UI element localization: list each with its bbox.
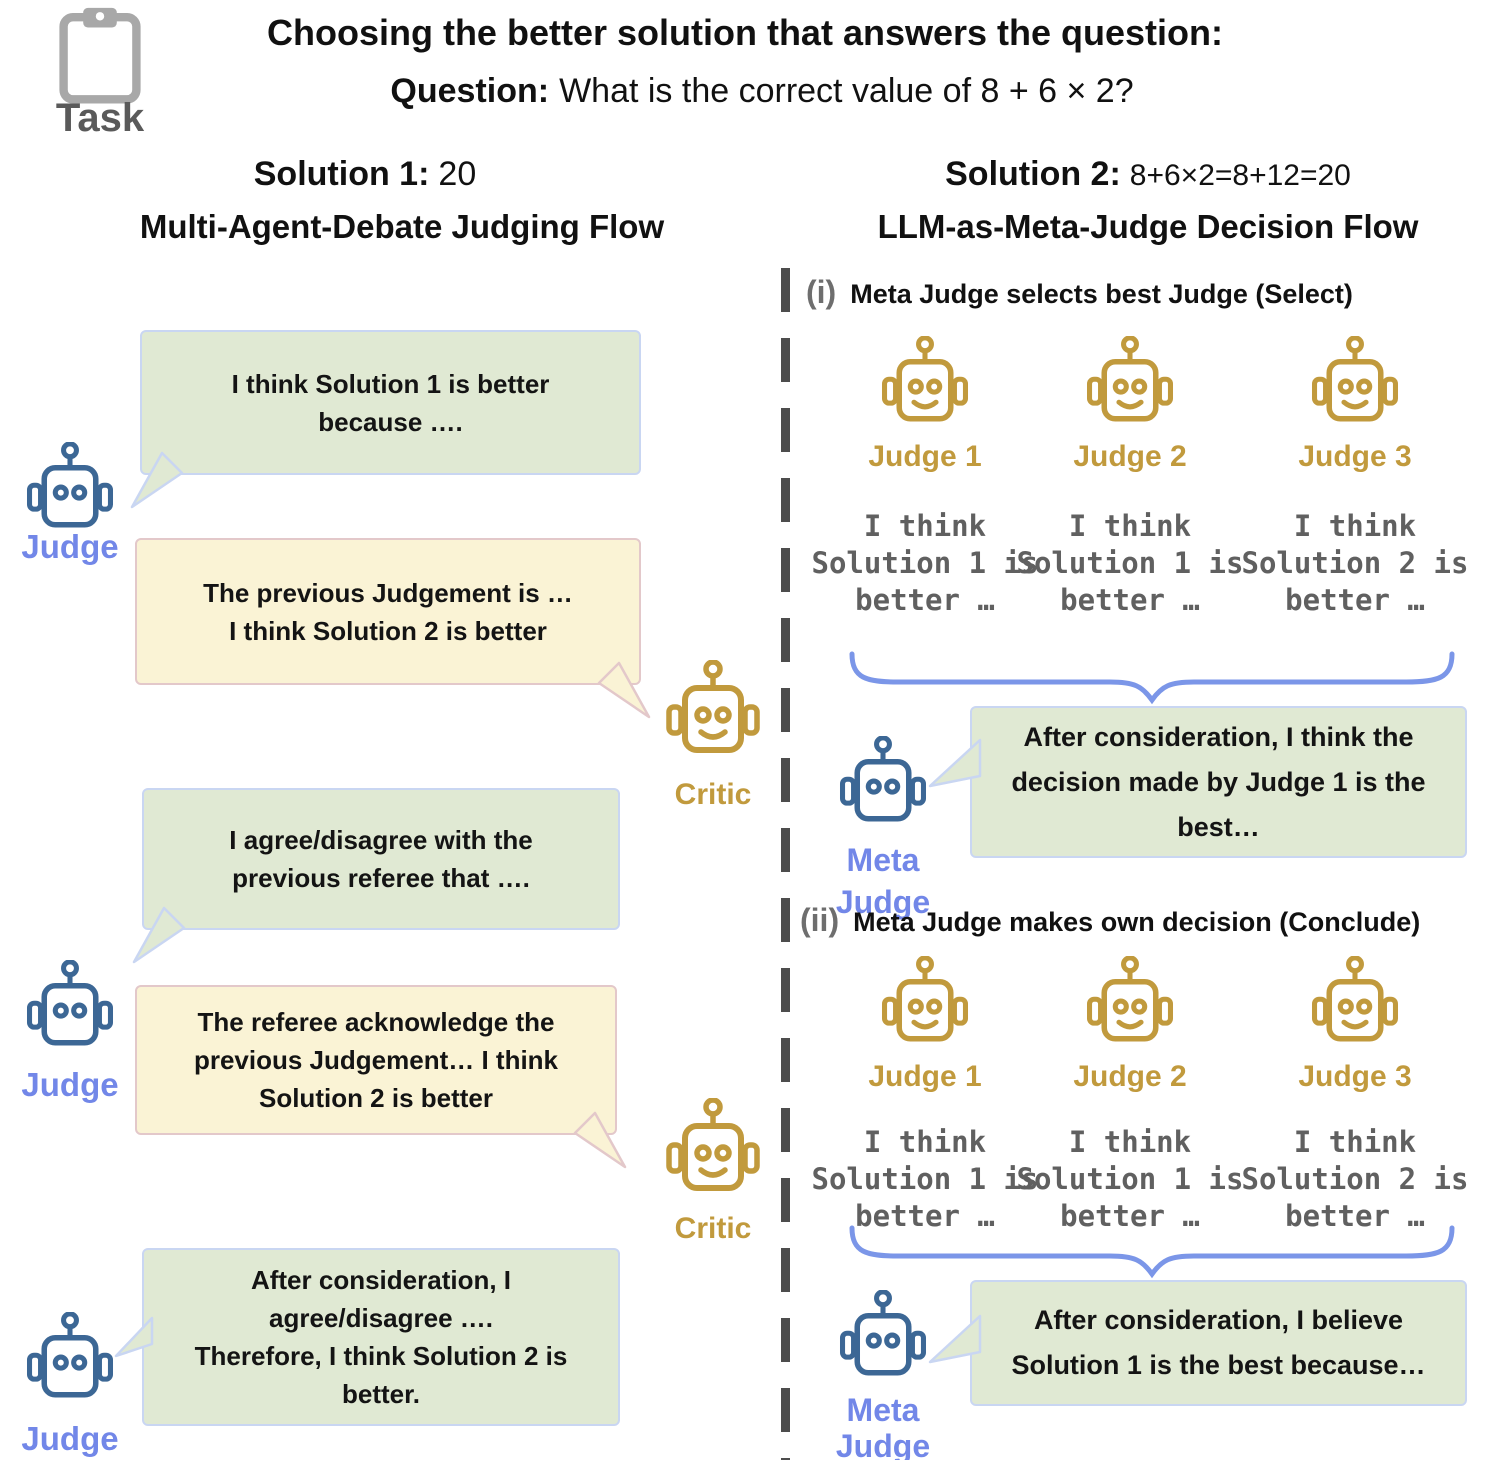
bubble-tail-icon	[114, 1316, 154, 1358]
solution-1-header: Solution 1: 20	[254, 155, 476, 194]
bubble-line: because ….	[318, 406, 463, 437]
judge-robot-icon	[24, 960, 116, 1061]
debate-bubble-2: The previous Judgement is … I think Solu…	[135, 538, 651, 719]
bubble-tail-icon	[573, 1111, 627, 1169]
judge-robot-icon	[24, 1312, 116, 1413]
solution-2-value: 8+6×2=8+12=20	[1129, 159, 1351, 192]
bubble-line: better.	[341, 1379, 421, 1409]
critic-label: Critic	[674, 1212, 752, 1245]
meta-judge-label-line1: Meta	[846, 1392, 920, 1428]
question-label: Question:	[390, 72, 550, 110]
solution-1-value: 20	[438, 155, 477, 193]
bubble-line: After consideration, I think the	[1023, 721, 1414, 752]
judge-1-quote: I think Solution 1 is better …	[811, 1125, 1039, 1233]
judge-1-robot-icon	[879, 956, 971, 1057]
question-line: Question: What is the correct value of 8 …	[390, 72, 1133, 111]
bubble-tail-icon	[132, 906, 186, 964]
bubble-line: decision made by Judge 1 is the	[1011, 766, 1426, 797]
section-i-index: (i)	[806, 274, 837, 310]
judge-2-quote: I think Solution 1 is better …	[1016, 509, 1244, 617]
gather-brace-icon	[849, 1225, 1455, 1279]
debate-bubble-1: I think Solution 1 is better because ….	[130, 330, 641, 509]
debate-bubble-4: The referee acknowledge the previous Jud…	[135, 985, 627, 1169]
judge-3-robot-icon	[1309, 956, 1401, 1057]
bubble-line: best…	[1177, 811, 1260, 842]
judge-2-robot-icon	[1084, 956, 1176, 1057]
judge-3-quote: I think Solution 2 is better …	[1241, 1125, 1469, 1233]
judge-1-label: Judge 1	[868, 440, 982, 473]
debate-bubble-3: I agree/disagree with the previous refer…	[132, 788, 620, 964]
critic-robot-icon	[663, 660, 763, 770]
bubble-line: previous Judgement… I think	[193, 1045, 559, 1075]
bubble-line: Solution 1 is the best because…	[1011, 1350, 1426, 1380]
judge-1-label: Judge 1	[868, 1060, 982, 1093]
judge-label: Judge	[21, 1066, 119, 1103]
bubble-tail-icon	[928, 738, 982, 787]
judge-2-label: Judge 2	[1073, 440, 1187, 473]
bubble-line: The referee acknowledge the	[197, 1007, 555, 1037]
right-flow-title: LLM-as-Meta-Judge Decision Flow	[877, 208, 1419, 245]
section-ii-heading: (ii) Meta Judge makes own decision (Conc…	[800, 902, 1420, 939]
solution-2-label: Solution 2:	[945, 155, 1121, 193]
bubble-line: Solution 2 is better	[258, 1083, 494, 1113]
judge-3-robot-icon	[1309, 336, 1401, 437]
bubble-line: previous referee that ….	[232, 863, 530, 893]
critic-label: Critic	[674, 778, 752, 811]
judge-3-label: Judge 3	[1298, 440, 1412, 473]
gather-brace-icon	[849, 651, 1455, 705]
bubble-line: After consideration, I	[250, 1265, 512, 1295]
clipboard-task-icon	[59, 7, 141, 104]
bubble-line: I think Solution 1 is better	[231, 368, 550, 399]
judge-label: Judge	[21, 1420, 119, 1457]
bubble-tail-icon	[597, 661, 651, 719]
meta-judge-robot-icon	[837, 1290, 929, 1391]
debate-bubble-5: After consideration, I agree/disagree ….…	[114, 1248, 620, 1426]
bubble-line: The previous Judgement is …	[203, 577, 573, 608]
solution-2-header: Solution 2: 8+6×2=8+12=20	[945, 155, 1351, 194]
bubble-tail-icon	[928, 1314, 982, 1363]
page-title: Choosing the better solution that answer…	[266, 12, 1224, 53]
left-flow-title: Multi-Agent-Debate Judging Flow	[139, 208, 665, 245]
bubble-line: I think Solution 2 is better	[229, 615, 547, 646]
judge-2-robot-icon	[1084, 336, 1176, 437]
judge-3-quote: I think Solution 2 is better …	[1241, 509, 1469, 617]
bubble-line: I agree/disagree with the	[229, 825, 533, 855]
judge-3-label: Judge 3	[1298, 1060, 1412, 1093]
section-i-title: Meta Judge selects best Judge (Select)	[850, 279, 1353, 309]
bubble-tail-icon	[130, 451, 184, 509]
judge-1-quote: I think Solution 1 is better …	[811, 509, 1039, 617]
bubble-line: agree/disagree ….	[269, 1303, 493, 1333]
bubble-line: After consideration, I believe	[1033, 1305, 1404, 1335]
judge-robot-icon	[24, 442, 116, 543]
section-ii-index: (ii)	[800, 902, 840, 938]
task-label: Task	[55, 96, 145, 140]
meta-judge-label-line2: Judge	[835, 884, 931, 920]
meta-judge-label-line2: Judge	[835, 1428, 931, 1460]
section-i-heading: (i) Meta Judge selects best Judge (Selec…	[806, 274, 1353, 311]
dashed-divider	[781, 268, 790, 1460]
section-ii-title: Meta Judge makes own decision (Conclude)	[853, 907, 1421, 937]
judge-label: Judge	[21, 528, 119, 565]
question-text: What is the correct value of 8 + 6 × 2?	[559, 72, 1134, 110]
meta-judge-bubble-select: After consideration, I think the decisio…	[928, 706, 1467, 858]
meta-judge-label-line1: Meta	[846, 842, 920, 878]
solution-1-label: Solution 1:	[253, 155, 430, 193]
meta-judge-robot-icon	[837, 736, 929, 837]
judge-2-quote: I think Solution 1 is better …	[1016, 1125, 1244, 1233]
judge-1-robot-icon	[879, 336, 971, 437]
meta-judge-bubble-conclude: After consideration, I believe Solution …	[928, 1280, 1467, 1406]
critic-robot-icon	[663, 1098, 763, 1208]
bubble-line: Therefore, I think Solution 2 is	[194, 1341, 568, 1371]
judge-2-label: Judge 2	[1073, 1060, 1187, 1093]
